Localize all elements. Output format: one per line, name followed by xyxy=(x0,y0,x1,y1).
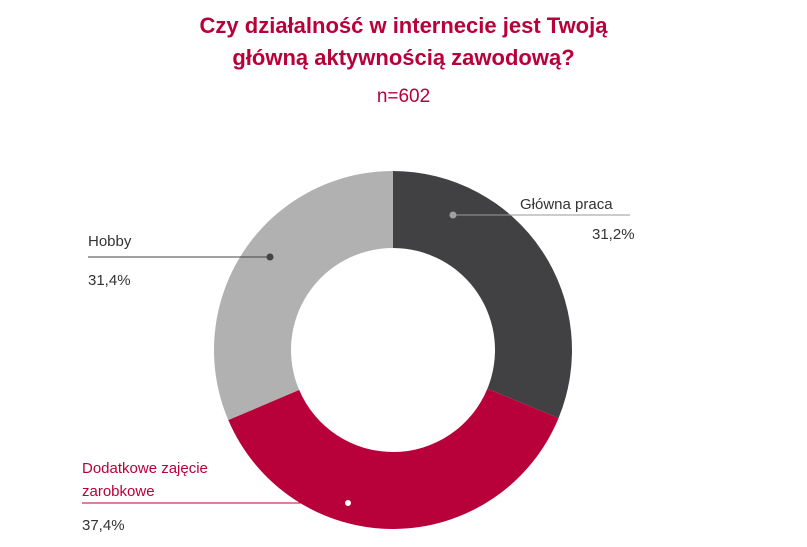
value-dodatkowe: 37,4% xyxy=(82,517,125,534)
chart-title-line2: główną aktywnością zawodową? xyxy=(232,45,575,70)
marker-hobby xyxy=(266,253,274,261)
label-dodatkowe-line2: zarobkowe xyxy=(82,483,155,500)
chart-title: Czy działalność w internecie jest Twoją … xyxy=(0,10,807,74)
slice-dodatkowe-zajecie xyxy=(228,388,559,530)
slice-hobby xyxy=(213,171,393,421)
slice-glowna-praca xyxy=(393,171,572,418)
marker-glowna-praca xyxy=(449,211,457,219)
donut-slices xyxy=(213,171,572,530)
sample-size: n=602 xyxy=(376,86,431,107)
label-dodatkowe-line1: Dodatkowe zajęcie xyxy=(82,460,208,477)
label-hobby: Hobby xyxy=(88,233,132,250)
label-glowna-praca: Główna praca xyxy=(520,196,613,213)
chart-title-line1: Czy działalność w internecie jest Twoją xyxy=(199,13,608,38)
value-glowna-praca: 31,2% xyxy=(592,226,635,243)
marker-dodatkowe xyxy=(344,499,352,507)
value-hobby: 31,4% xyxy=(88,272,131,289)
